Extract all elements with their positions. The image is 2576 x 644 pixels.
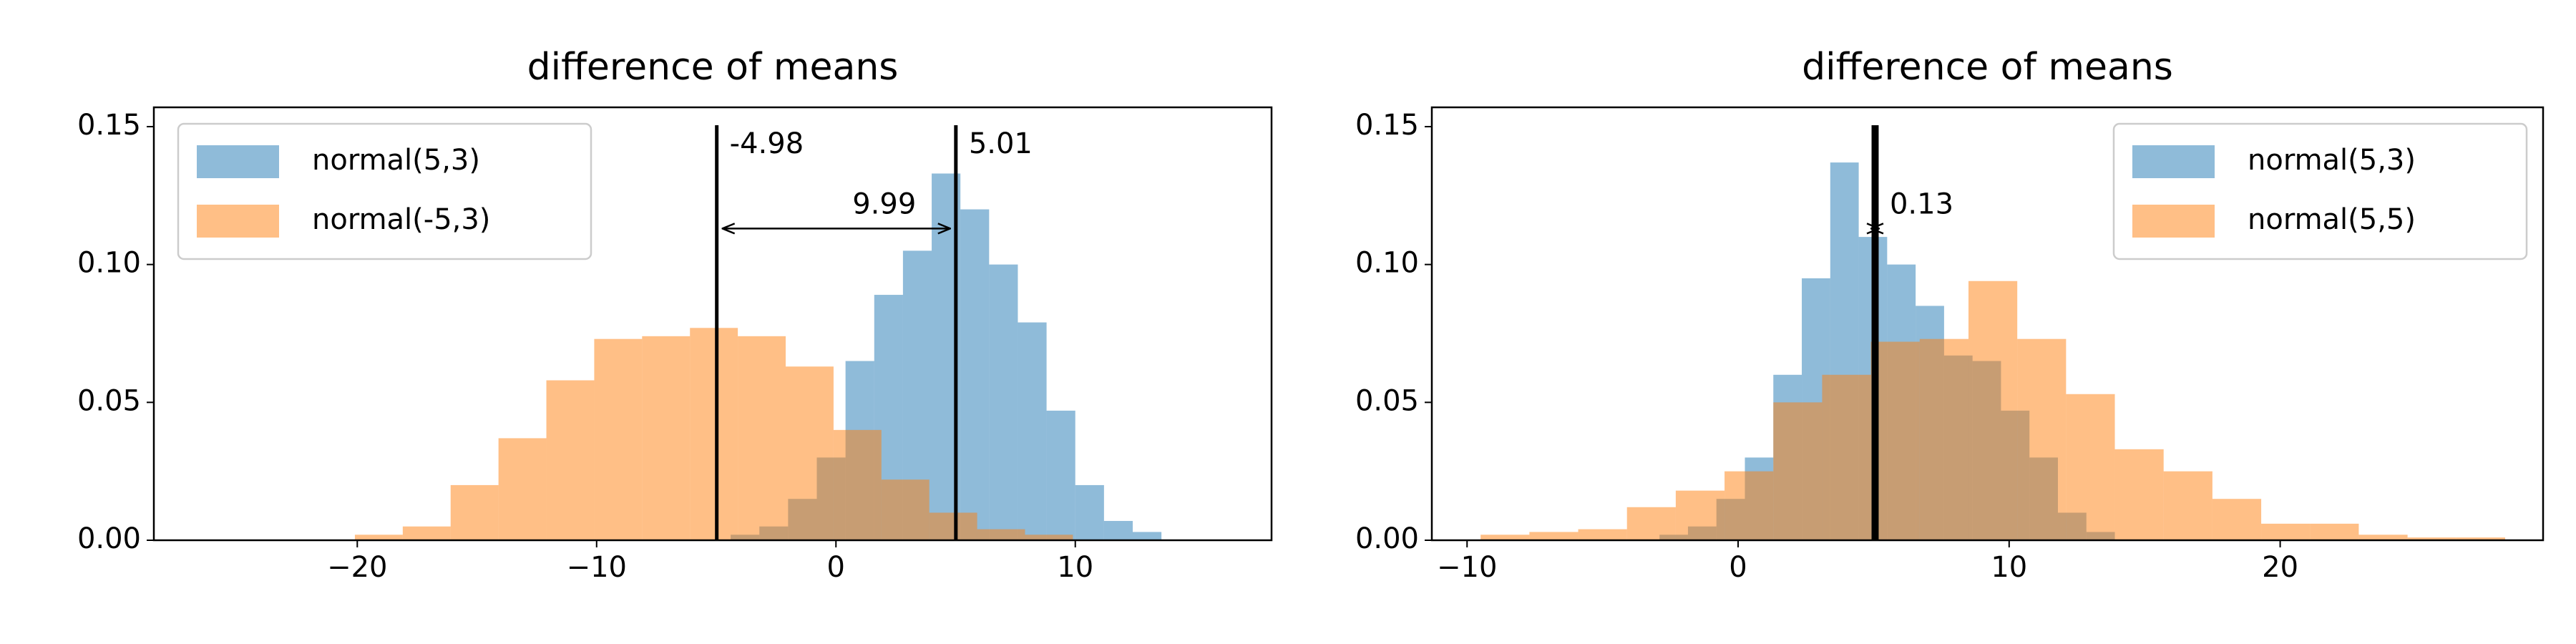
legend-swatch (197, 205, 279, 238)
legend: normal(5,3) normal(5,5) (2112, 122, 2528, 260)
hist-bar (1075, 484, 1104, 540)
hist-bar (738, 336, 786, 540)
hist-bar (1018, 322, 1047, 540)
x-tick-label: 10 (1991, 551, 2027, 584)
hist-bar (1968, 280, 2018, 540)
chart-title: difference of means (527, 46, 899, 89)
hist-bar (2261, 523, 2311, 540)
x-tick-label: 0 (827, 551, 845, 584)
legend-swatch (2132, 145, 2215, 178)
hist-bar (594, 338, 643, 540)
legend-swatch (197, 145, 279, 178)
hist-bar (929, 512, 977, 540)
hist-bar (1578, 529, 1627, 540)
x-tick-label: −20 (327, 551, 387, 584)
hist-bar (1870, 341, 1920, 540)
hist-bar (833, 429, 882, 540)
hist-bar (1773, 402, 1823, 540)
hist-bar (1675, 490, 1725, 540)
hist-bar (1133, 532, 1162, 540)
x-tick-label: −10 (567, 551, 627, 584)
hist-bar (402, 526, 451, 540)
y-tick-label: 0.15 (1355, 109, 1419, 142)
hist-bar (786, 366, 834, 540)
y-tick-label: 0.05 (77, 384, 141, 417)
hist-bar (977, 529, 1025, 540)
hist-bar (1046, 410, 1075, 540)
hist-bar (2407, 537, 2457, 540)
hist-bar (450, 484, 499, 540)
y-tick-label: 0.00 (77, 522, 141, 555)
hist-bar (498, 438, 547, 540)
hist-bar (354, 535, 403, 540)
legend-frame (2112, 122, 2528, 260)
difference-label: 9.99 (852, 187, 916, 220)
mean-label: 5.01 (969, 127, 1033, 160)
legend-label: normal(5,3) (312, 144, 480, 177)
hist-bar (690, 328, 738, 540)
x-tick-label: 0 (1729, 551, 1747, 584)
hist-bar (2456, 537, 2505, 540)
hist-bar (1724, 471, 1774, 540)
hist-bar (2310, 523, 2359, 540)
axes-frame (152, 106, 1273, 542)
y-tick-label: 0.00 (1355, 522, 1419, 555)
hist-bar (881, 479, 930, 540)
difference-label: 0.13 (1890, 187, 1953, 220)
hist-bar (546, 380, 595, 540)
hist-bar (1626, 507, 1676, 540)
hist-bar (1529, 532, 1579, 540)
legend: normal(5,3) normal(-5,3) (177, 122, 592, 260)
y-tick-label: 0.15 (77, 109, 141, 142)
x-tick-label: 20 (2262, 551, 2298, 584)
hist-bar (1822, 374, 1871, 540)
hist-bar (1103, 521, 1133, 540)
hist-bar (1025, 535, 1073, 540)
legend-swatch (2132, 205, 2215, 238)
chart-title: difference of means (1802, 46, 2173, 89)
hist-bar (2163, 471, 2212, 540)
hist-bar (2017, 338, 2067, 540)
hist-bar (2212, 499, 2262, 540)
legend-frame (177, 122, 592, 260)
y-tick-label: 0.10 (77, 247, 141, 280)
hist-bar (1919, 338, 1968, 540)
y-tick-label: 0.05 (1355, 384, 1419, 417)
hist-bar (960, 209, 990, 540)
mean-label: -4.98 (730, 127, 804, 160)
x-tick-label: −10 (1437, 551, 1497, 584)
legend-label: normal(5,3) (2248, 144, 2416, 177)
hist-bar (642, 336, 691, 540)
x-tick-label: 10 (1057, 551, 1093, 584)
y-tick-label: 0.10 (1355, 247, 1419, 280)
hist-bar (2114, 449, 2164, 540)
hist-bar (989, 264, 1018, 540)
hist-bar (2066, 394, 2115, 540)
legend-label: normal(5,5) (2248, 203, 2416, 236)
hist-bar (2358, 535, 2408, 540)
legend-label: normal(-5,3) (312, 203, 490, 236)
axes-frame (1430, 106, 2545, 542)
hist-bar (1480, 535, 1530, 540)
